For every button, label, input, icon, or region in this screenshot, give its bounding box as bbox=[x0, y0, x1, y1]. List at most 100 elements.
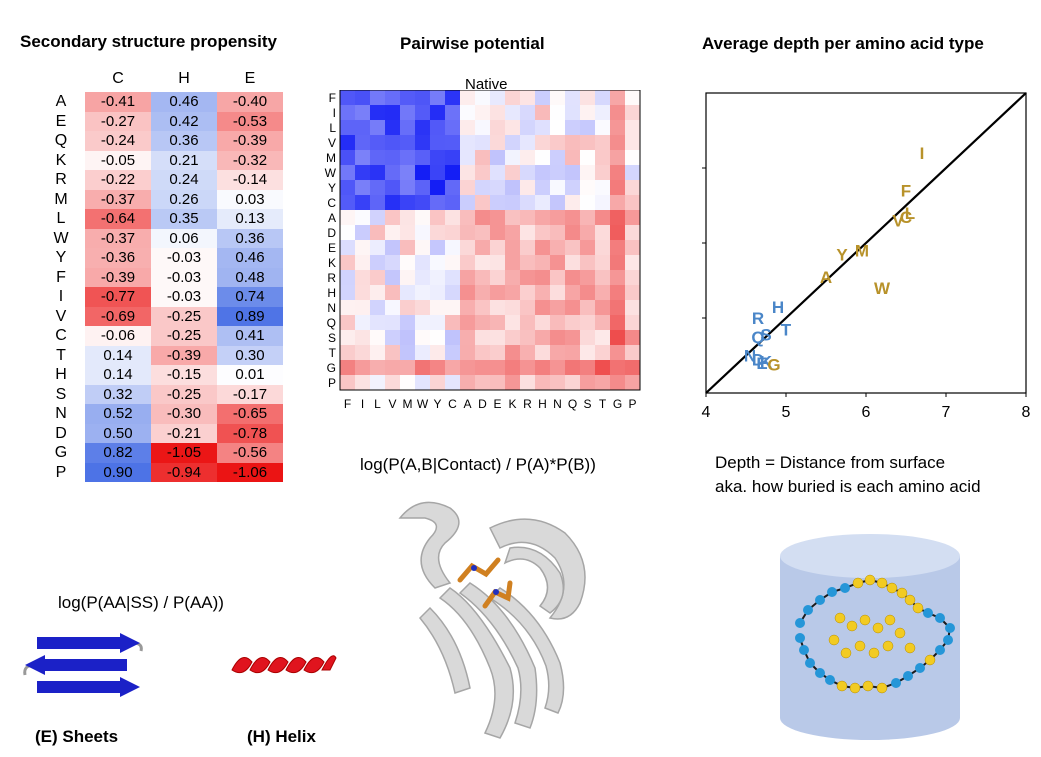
heatmap-cell bbox=[415, 180, 430, 195]
heatmap-cell bbox=[385, 180, 400, 195]
heatmap-cell bbox=[385, 300, 400, 315]
heatmap-cell bbox=[535, 195, 550, 210]
heatmap-cell bbox=[370, 90, 385, 105]
heatmap-cell bbox=[445, 135, 460, 150]
pairwise-title: Pairwise potential bbox=[400, 34, 545, 53]
heatmap-cell bbox=[520, 330, 535, 345]
heatmap-cell bbox=[415, 90, 430, 105]
heatmap-cell bbox=[550, 225, 565, 240]
ss-row-header: M bbox=[54, 190, 68, 208]
secondary-structure-title: Secondary structure propensity bbox=[20, 32, 277, 51]
ss-cell: 0.14 bbox=[85, 345, 151, 365]
ss-cell: -0.39 bbox=[85, 267, 151, 287]
heatmap-title: Native bbox=[465, 76, 508, 93]
heatmap-cell bbox=[520, 105, 535, 120]
heatmap-cell bbox=[580, 375, 595, 390]
heatmap-cell bbox=[475, 300, 490, 315]
heatmap-cell bbox=[475, 180, 490, 195]
heatmap-cell bbox=[580, 255, 595, 270]
heatmap-cell bbox=[340, 180, 355, 195]
ss-cell: -0.06 bbox=[85, 326, 151, 346]
heatmap-cell bbox=[370, 240, 385, 255]
ss-column-header: H bbox=[178, 70, 190, 87]
heatmap-cell bbox=[340, 255, 355, 270]
heatmap-cell bbox=[340, 150, 355, 165]
heatmap-cell bbox=[535, 270, 550, 285]
heatmap-cell bbox=[580, 150, 595, 165]
heatmap-cell bbox=[580, 285, 595, 300]
heatmap-cell bbox=[430, 285, 445, 300]
heatmap-cell bbox=[625, 255, 640, 270]
heatmap-cell bbox=[595, 195, 610, 210]
heatmap-cell bbox=[475, 360, 490, 375]
scatter-point-label: C bbox=[900, 208, 912, 227]
heatmap-cell bbox=[550, 255, 565, 270]
heatmap-cell bbox=[340, 345, 355, 360]
heatmap-y-label: A bbox=[328, 211, 336, 225]
heatmap-cell bbox=[400, 255, 415, 270]
ss-row-header: D bbox=[55, 424, 67, 442]
ss-cell: -0.05 bbox=[85, 150, 151, 170]
heatmap-x-label: N bbox=[553, 397, 562, 411]
heatmap-cell bbox=[490, 330, 505, 345]
heatmap-cell bbox=[400, 375, 415, 390]
heatmap-cell bbox=[595, 105, 610, 120]
heatmap-cell bbox=[610, 120, 625, 135]
heatmap-cell bbox=[475, 345, 490, 360]
heatmap-x-label: S bbox=[583, 397, 591, 411]
ss-cell: -0.39 bbox=[151, 345, 217, 365]
ss-cell: 0.35 bbox=[151, 209, 217, 229]
heatmap-cell bbox=[340, 195, 355, 210]
heatmap-cell bbox=[490, 225, 505, 240]
ss-cell: -0.37 bbox=[85, 189, 151, 209]
heatmap-cell bbox=[625, 120, 640, 135]
heatmap-cell bbox=[625, 180, 640, 195]
heatmap-y-label: T bbox=[329, 346, 337, 360]
heatmap-cell bbox=[475, 240, 490, 255]
heatmap-y-label: W bbox=[325, 166, 337, 180]
ss-cell: 0.32 bbox=[85, 384, 151, 404]
scatter-point-label: N bbox=[744, 347, 756, 366]
heatmap-cell bbox=[610, 285, 625, 300]
identity-line bbox=[705, 92, 1027, 394]
ss-cell: 0.82 bbox=[85, 443, 151, 463]
heatmap-cell bbox=[355, 240, 370, 255]
ss-cell: -0.56 bbox=[217, 443, 283, 463]
heatmap-cell bbox=[505, 315, 520, 330]
heatmap-cell bbox=[445, 270, 460, 285]
heatmap-cell bbox=[430, 165, 445, 180]
scatter-point-label: D bbox=[752, 350, 764, 369]
heatmap-cell bbox=[460, 105, 475, 120]
heatmap-x-label: I bbox=[361, 397, 364, 411]
heatmap-cell bbox=[445, 240, 460, 255]
heatmap-cell bbox=[610, 195, 625, 210]
heatmap-y-label: E bbox=[328, 241, 336, 255]
scatter-point-label: F bbox=[901, 182, 911, 201]
heatmap-cell bbox=[445, 195, 460, 210]
ss-row-header: W bbox=[53, 229, 69, 247]
ss-cell: -0.24 bbox=[85, 131, 151, 151]
heatmap-cell bbox=[490, 285, 505, 300]
heatmap-cell bbox=[550, 165, 565, 180]
ss-cell: 0.74 bbox=[217, 287, 283, 307]
heatmap-cell bbox=[595, 360, 610, 375]
heatmap-cell bbox=[550, 240, 565, 255]
heatmap-cell bbox=[580, 120, 595, 135]
heatmap-y-label: Y bbox=[328, 181, 336, 195]
heatmap-cell bbox=[415, 240, 430, 255]
heatmap-cell bbox=[565, 240, 580, 255]
heatmap-cell bbox=[385, 90, 400, 105]
heatmap-cell bbox=[385, 360, 400, 375]
heatmap-cell bbox=[520, 225, 535, 240]
heatmap-cell bbox=[355, 315, 370, 330]
heatmap-cell bbox=[520, 315, 535, 330]
scatter-point-label: H bbox=[772, 298, 784, 317]
ss-cell: 0.52 bbox=[85, 404, 151, 424]
heatmap-cell bbox=[385, 255, 400, 270]
heatmap-cell bbox=[520, 240, 535, 255]
heatmap-cell bbox=[475, 270, 490, 285]
heatmap-cell bbox=[370, 165, 385, 180]
heatmap-cell bbox=[460, 180, 475, 195]
heatmap-cell bbox=[520, 345, 535, 360]
heatmap-cell bbox=[550, 210, 565, 225]
